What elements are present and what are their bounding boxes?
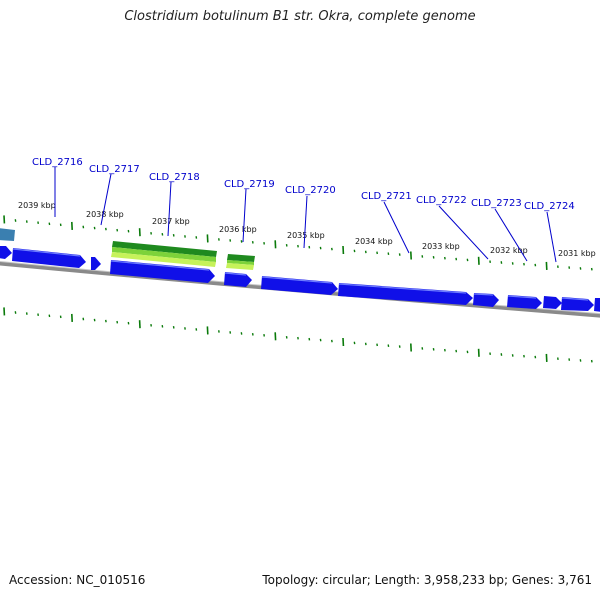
gene-arrow[interactable] bbox=[594, 298, 600, 312]
gene-label-cld-2723[interactable]: CLD_2723 bbox=[471, 198, 522, 209]
gene-arrow[interactable] bbox=[261, 276, 338, 295]
gene-label-cld-2722[interactable]: CLD_2722 bbox=[416, 195, 467, 206]
gene-arrow[interactable] bbox=[338, 283, 473, 305]
kbp-label: 2039 kbp bbox=[18, 201, 56, 210]
gene-labels: CLD_2716 CLD_2717 CLD_2718 CLD_2719 CLD_… bbox=[32, 157, 575, 212]
kbp-label: 2036 kbp bbox=[219, 225, 257, 234]
gene-label-cld-2724[interactable]: CLD_2724 bbox=[524, 201, 575, 212]
leader-line bbox=[304, 196, 307, 248]
leader-line bbox=[547, 212, 556, 262]
accession-text: Accession: NC_010516 bbox=[9, 573, 145, 587]
leader-line bbox=[243, 189, 246, 242]
gene-feature-teal[interactable] bbox=[0, 228, 15, 241]
kbp-label: 2031 kbp bbox=[558, 249, 596, 258]
gene-arrows bbox=[0, 246, 600, 312]
kbp-label: 2035 kbp bbox=[287, 231, 325, 240]
gene-label-cld-2717[interactable]: CLD_2717 bbox=[89, 164, 140, 175]
map-title: Clostridium botulinum B1 str. Okra, comp… bbox=[0, 9, 600, 24]
leader-line bbox=[439, 206, 488, 259]
gene-label-cld-2720[interactable]: CLD_2720 bbox=[285, 185, 336, 196]
gene-arrow[interactable] bbox=[0, 246, 12, 259]
kbp-label: 2038 kbp bbox=[86, 210, 124, 219]
gene-arrow[interactable] bbox=[543, 296, 562, 309]
leader-line bbox=[168, 182, 171, 236]
kbp-label: 2033 kbp bbox=[422, 242, 460, 251]
kbp-label: 2037 kbp bbox=[152, 217, 190, 226]
gene-label-cld-2719[interactable]: CLD_2719 bbox=[224, 179, 275, 190]
gene-arrow[interactable] bbox=[91, 257, 101, 270]
topology-text: Topology: circular; Length: 3,958,233 bp… bbox=[262, 573, 592, 587]
kbp-scale-labels: 2039 kbp 2038 kbp 2037 kbp 2036 kbp 2035… bbox=[18, 201, 596, 258]
kbp-label: 2034 kbp bbox=[355, 237, 393, 246]
gene-label-cld-2718[interactable]: CLD_2718 bbox=[149, 172, 200, 183]
gene-label-cld-2721[interactable]: CLD_2721 bbox=[361, 191, 412, 202]
inner-tick-track bbox=[4, 307, 592, 362]
gene-label-cld-2716[interactable]: CLD_2716 bbox=[32, 157, 83, 168]
